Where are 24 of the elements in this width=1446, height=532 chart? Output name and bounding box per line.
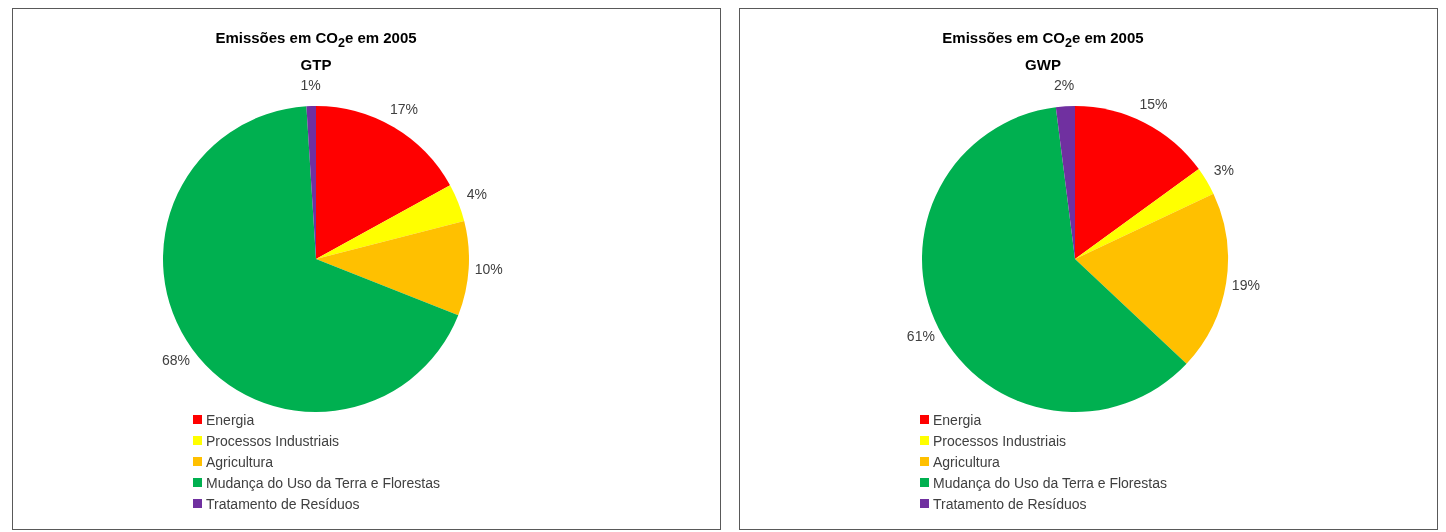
legend-label: Energia <box>932 411 982 428</box>
legend-label: Mudança do Uso da Terra e Florestas <box>206 474 440 491</box>
data-label: 3% <box>1213 161 1235 178</box>
legend-label: Tratamento de Resíduos <box>932 495 1087 512</box>
data-label: 15% <box>1139 95 1168 112</box>
legend-label: Processos Industriais <box>932 432 1067 449</box>
chart-title: Emissões em CO$_{2}$e em 2005 <box>214 28 418 52</box>
legend-label: Processos Industriais <box>206 432 340 449</box>
data-label: 68% <box>162 351 191 368</box>
data-label: 10% <box>474 260 503 277</box>
legend-label: Energia <box>206 411 255 428</box>
data-label: 2% <box>1054 77 1075 94</box>
data-label: 1% <box>300 76 321 93</box>
legend-label: Mudança do Uso da Terra e Florestas <box>932 474 1167 491</box>
chart-subtitle: GTP <box>299 55 333 75</box>
legend-label: Agricultura <box>206 453 273 470</box>
legend-label: Agricultura <box>932 453 1000 470</box>
data-label: 4% <box>466 186 487 203</box>
data-label: 19% <box>1231 276 1260 293</box>
data-label: 17% <box>390 100 419 117</box>
chart-subtitle: GWP <box>1024 55 1062 75</box>
data-label: 61% <box>906 328 935 345</box>
chart-title: Emissões em CO$_{2}$e em 2005 <box>941 28 1145 52</box>
legend-label: Tratamento de Resíduos <box>206 495 360 512</box>
